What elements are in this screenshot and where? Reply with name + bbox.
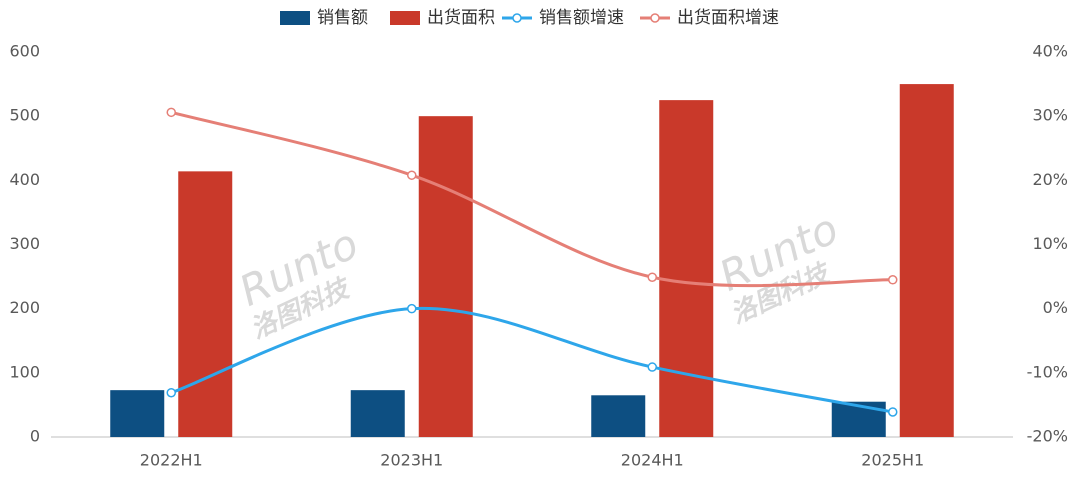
legend-swatch <box>280 11 310 25</box>
y2-tick-label: 0% <box>1043 298 1068 317</box>
bar <box>418 116 473 438</box>
y2-tick-label: 30% <box>1032 106 1068 125</box>
legend-label: 销售额增速 <box>539 8 624 28</box>
legend-swatch <box>390 11 420 25</box>
y-tick-label: 600 <box>9 42 40 61</box>
legend-label: 出货面积增速 <box>677 8 779 28</box>
bar <box>110 390 165 437</box>
line-point <box>888 275 898 285</box>
y2-tick-label: 40% <box>1032 42 1068 61</box>
legend-swatch <box>650 13 660 23</box>
line-point <box>407 170 417 180</box>
x-tick-label: 2024H1 <box>621 451 684 470</box>
legend-label: 销售额 <box>317 8 368 28</box>
bar <box>350 390 405 437</box>
x-tick-label: 2022H1 <box>140 451 203 470</box>
line-point <box>407 303 417 314</box>
line-point <box>647 272 657 282</box>
line-point <box>888 407 898 417</box>
x-tick-label: 2023H1 <box>380 451 443 470</box>
line-point <box>166 107 176 118</box>
legend-swatch <box>512 13 522 23</box>
line-point <box>647 362 657 372</box>
y-tick-label: 400 <box>9 170 40 189</box>
bar <box>659 100 714 437</box>
y-tick-label: 100 <box>9 362 40 381</box>
line <box>170 306 894 414</box>
legend: 销售额 出货面积 销售额增速 出货面积增速 <box>280 8 779 28</box>
line <box>170 110 893 288</box>
bar <box>899 84 954 437</box>
y2-tick-label: 20% <box>1032 170 1068 189</box>
y2-tick-label: 10% <box>1032 234 1068 253</box>
y-tick-label: 500 <box>9 106 40 125</box>
bar <box>178 171 233 437</box>
line-point <box>166 387 176 398</box>
bar <box>591 395 646 437</box>
y-tick-label: 200 <box>9 298 40 317</box>
y-tick-label: 0 <box>30 427 40 446</box>
y2-tick-label: -10% <box>1027 362 1068 381</box>
x-tick-label: 2025H1 <box>861 451 924 470</box>
legend-label: 出货面积 <box>427 8 495 28</box>
y-tick-label: 300 <box>9 234 40 253</box>
y2-tick-label: -20% <box>1027 427 1068 446</box>
